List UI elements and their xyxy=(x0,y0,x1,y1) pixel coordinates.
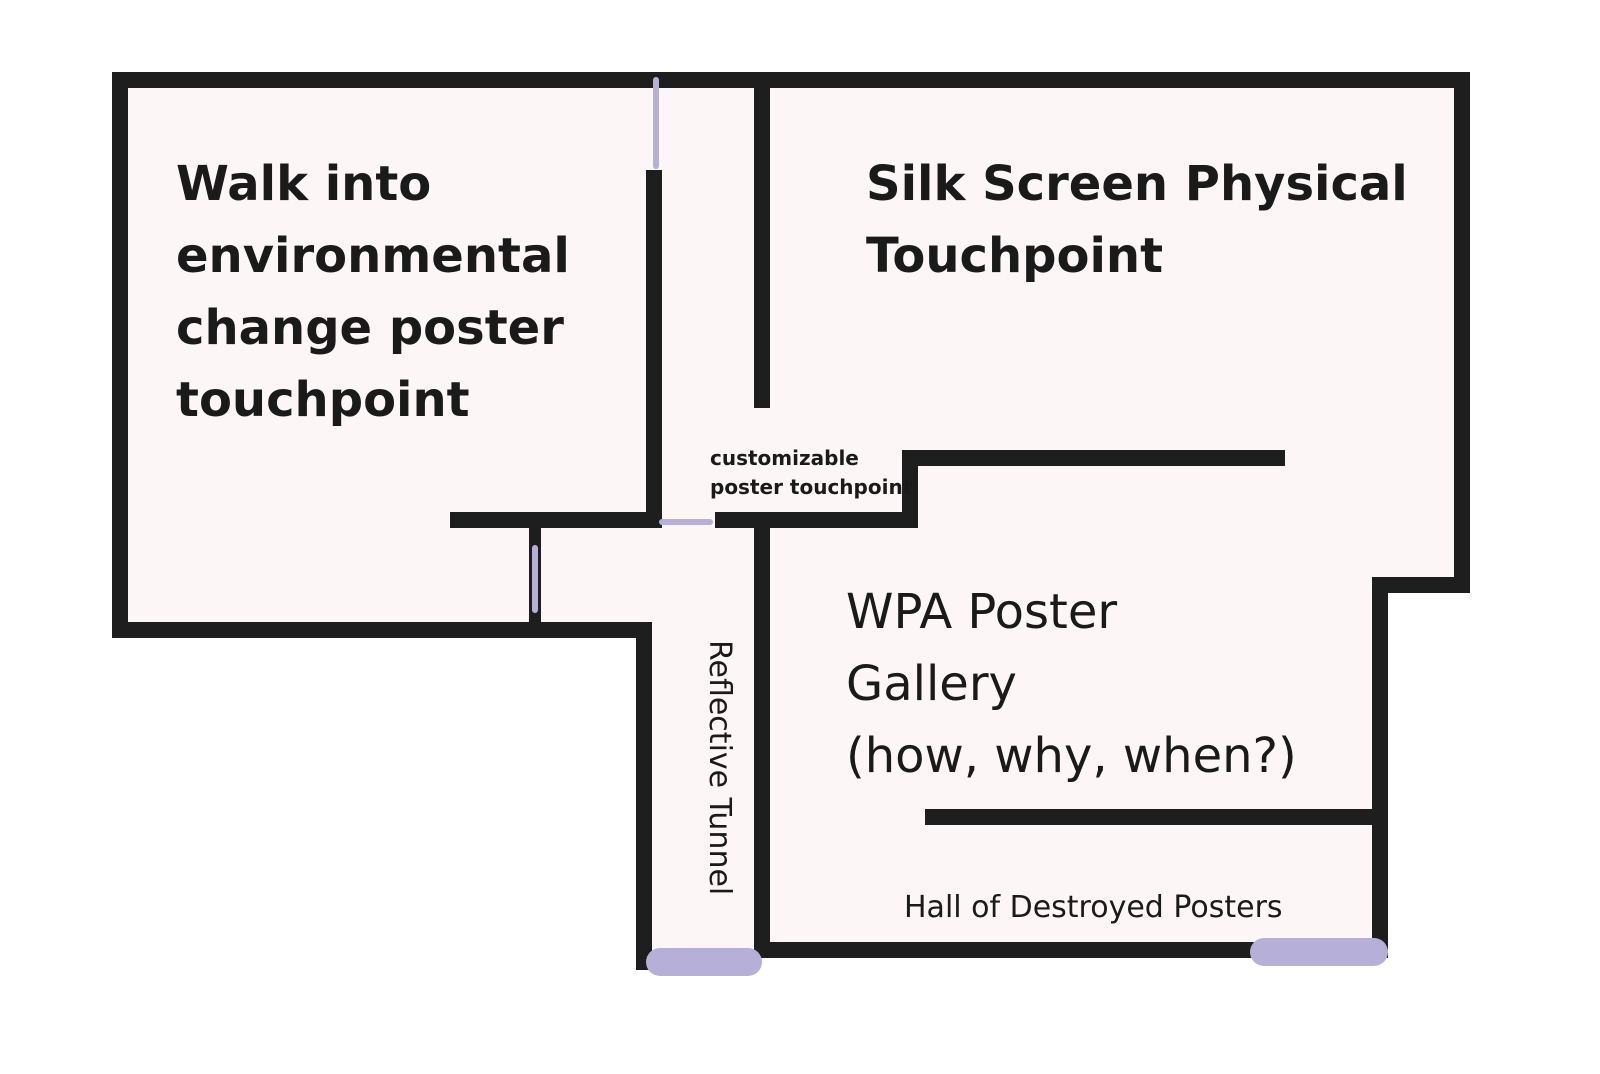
walk-into-line-1: Walk into xyxy=(176,156,431,212)
walk-into-line-3: change poster xyxy=(176,300,564,356)
customizable-line-1: customizable xyxy=(710,446,859,470)
walk-into-line-4: touchpoint xyxy=(176,372,470,428)
customizable-line-2: poster touchpoint xyxy=(710,475,913,499)
hall-of-destroyed-posters-label: Hall of Destroyed Posters xyxy=(904,890,1283,925)
wpa-gallery-line-2: Gallery xyxy=(846,656,1017,712)
silk-screen-room-label: Silk Screen Physical Touchpoint xyxy=(866,156,1408,284)
wpa-gallery-line-3: (how, why, when?) xyxy=(846,728,1297,784)
outer-wall-left xyxy=(112,80,652,970)
customizable-label: customizable poster touchpoint xyxy=(710,446,913,499)
walk-into-room-label: Walk into environmental change poster to… xyxy=(176,156,570,428)
wall-step xyxy=(715,450,1285,528)
walk-into-line-2: environmental xyxy=(176,228,570,284)
reflective-tunnel-label: Reflective Tunnel xyxy=(702,640,737,895)
wpa-gallery-line-1: WPA Poster xyxy=(846,584,1117,640)
silk-screen-line-2: Touchpoint xyxy=(866,228,1163,284)
silk-screen-line-1: Silk Screen Physical xyxy=(866,156,1408,212)
wpa-gallery-label: WPA Poster Gallery (how, why, when?) xyxy=(846,584,1297,784)
